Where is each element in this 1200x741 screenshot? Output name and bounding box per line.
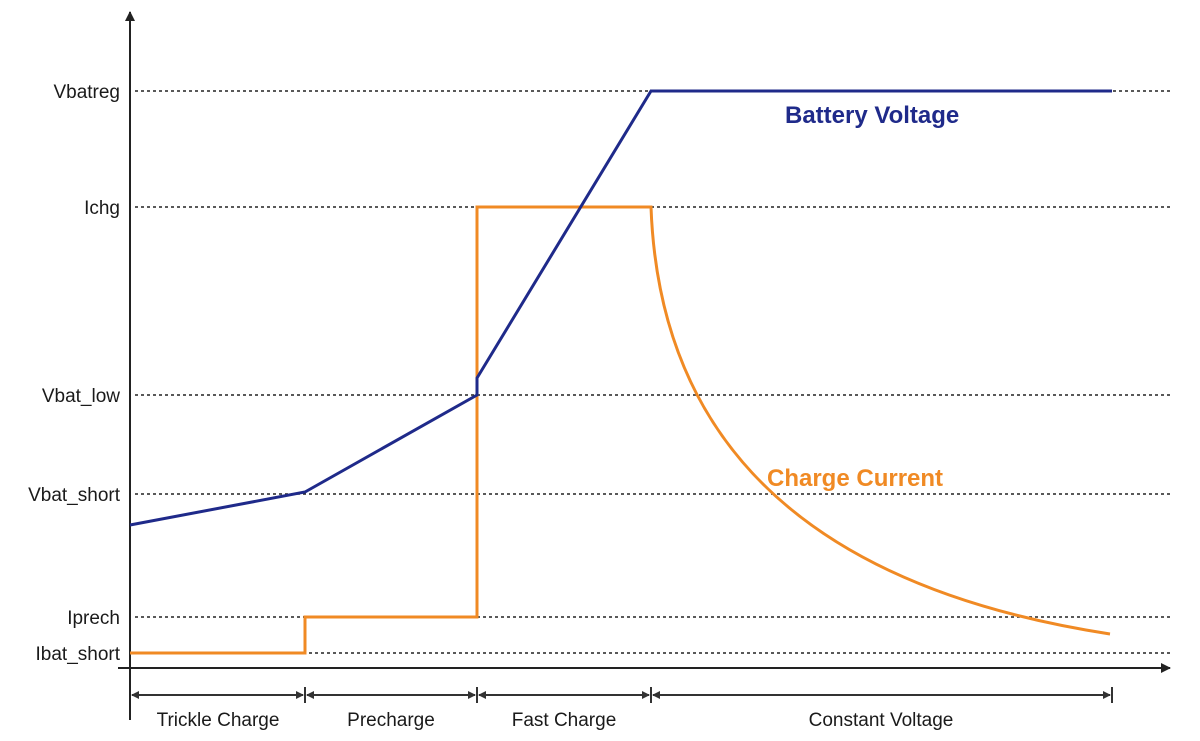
level-label-vbat-low: Vbat_low bbox=[42, 386, 120, 407]
phase-label-constant-voltage: Constant Voltage bbox=[809, 710, 954, 731]
level-label-ichg: Ichg bbox=[84, 198, 120, 219]
level-label-vbatreg: Vbatreg bbox=[53, 82, 120, 103]
battery-voltage-line bbox=[129, 89, 1112, 527]
level-label-iprech: Iprech bbox=[67, 608, 120, 629]
phase-label-trickle-charge: Trickle Charge bbox=[157, 710, 280, 731]
battery-voltage-label: Battery Voltage bbox=[785, 102, 959, 129]
phase-label-precharge: Precharge bbox=[347, 710, 435, 731]
charge-current-label: Charge Current bbox=[767, 465, 943, 492]
level-label-vbat-short: Vbat_short bbox=[28, 485, 121, 506]
charge-current-line bbox=[130, 205, 1111, 655]
phase-label-fast-charge: Fast Charge bbox=[512, 710, 617, 731]
level-label-ibat-short: Ibat_short bbox=[36, 644, 121, 665]
phase-spans bbox=[131, 687, 1113, 703]
